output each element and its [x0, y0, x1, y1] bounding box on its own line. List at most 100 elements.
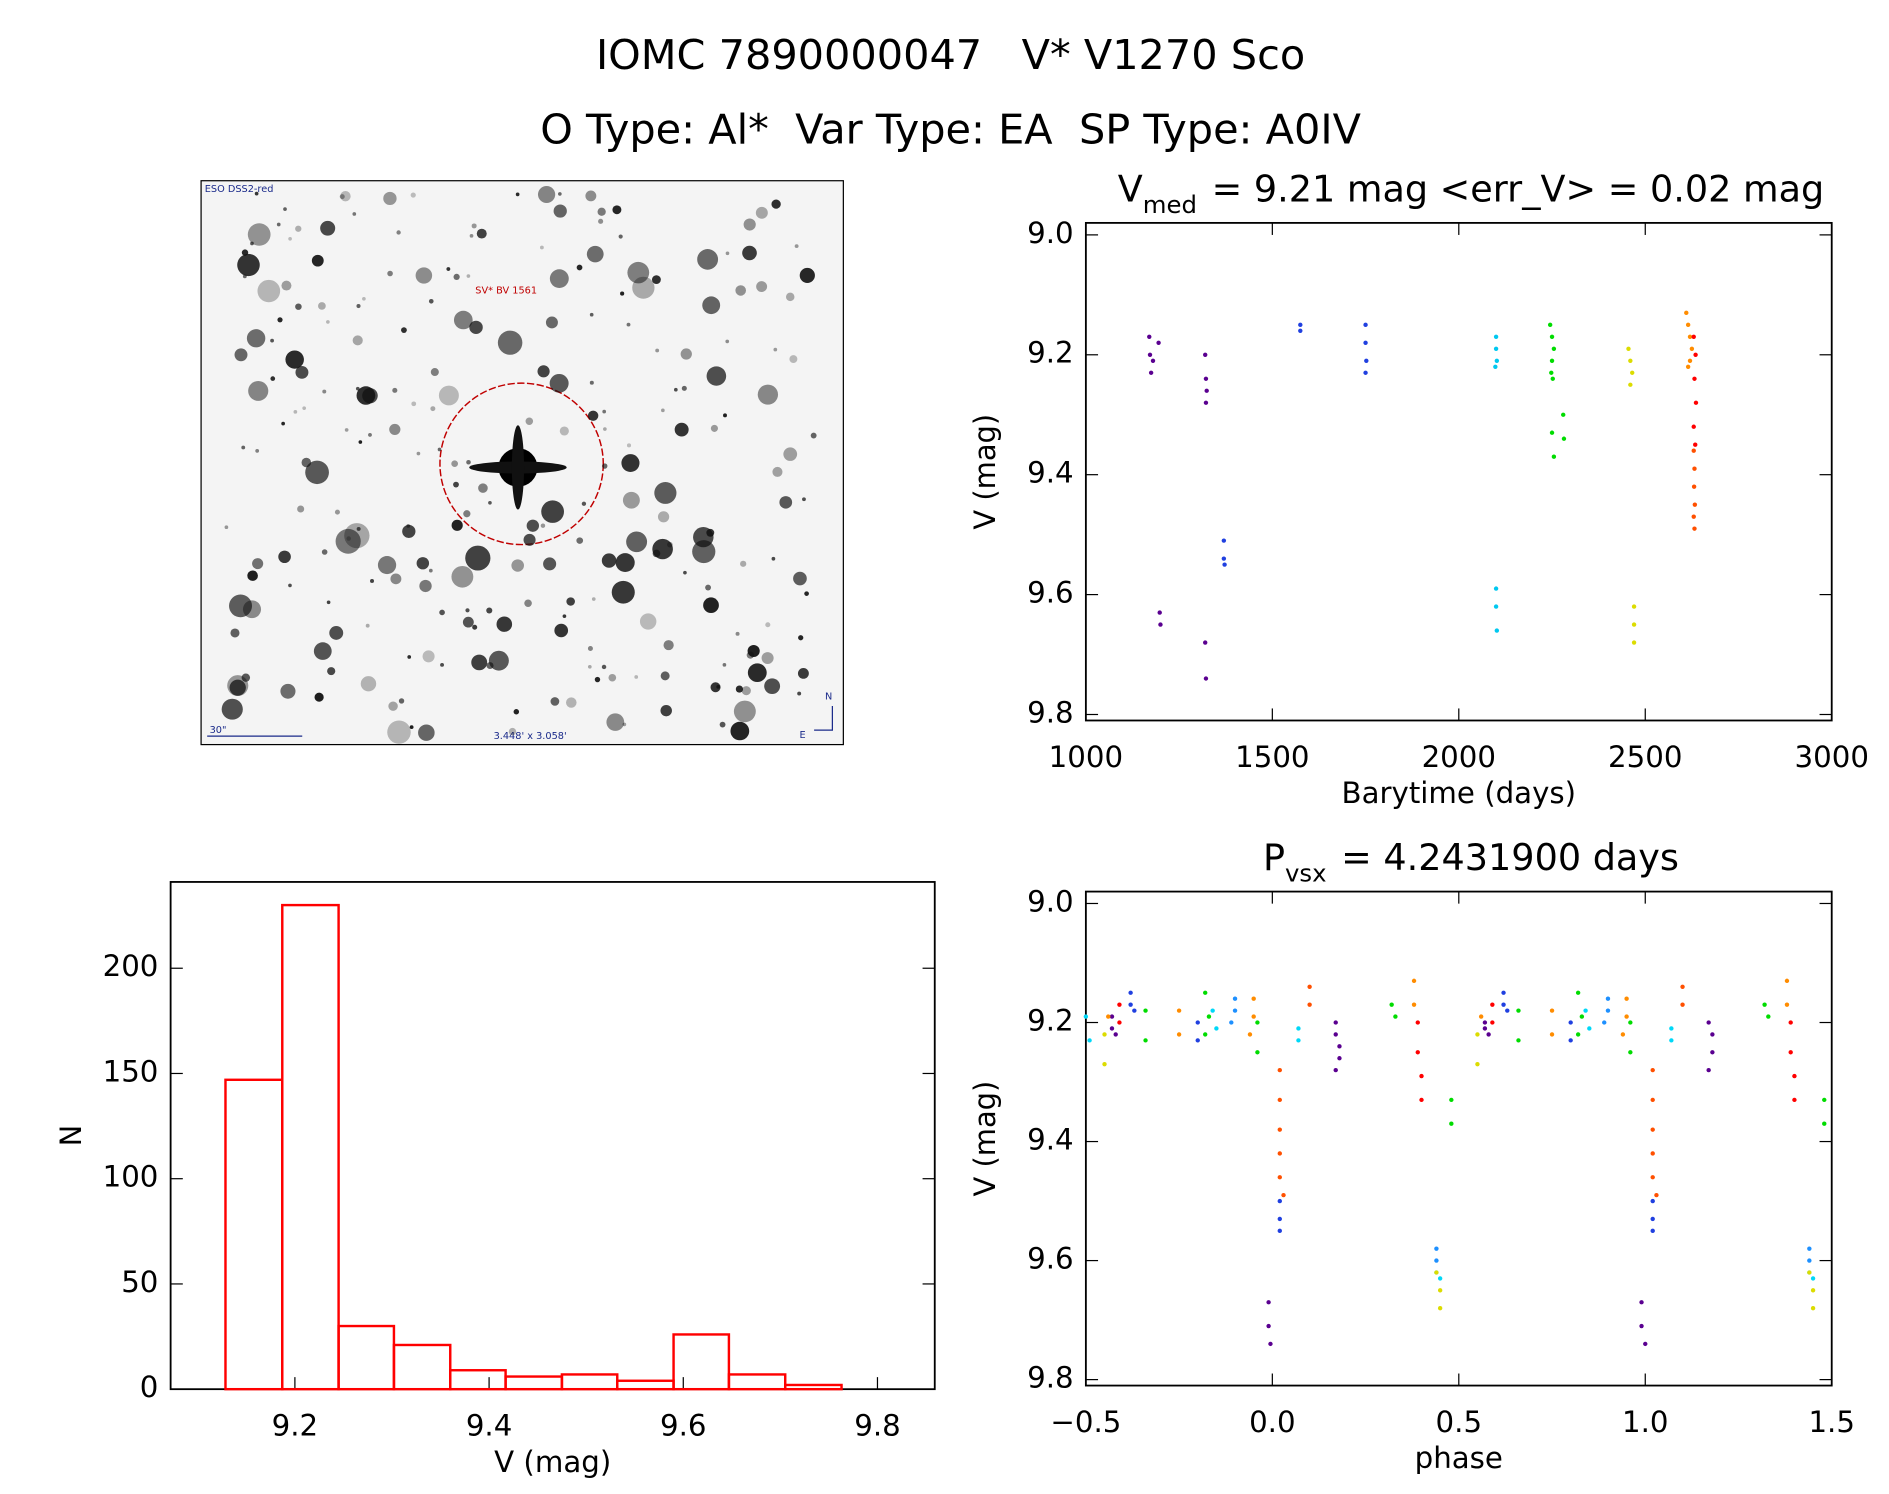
star	[779, 496, 793, 509]
point	[1277, 1228, 1282, 1233]
point	[1214, 1026, 1219, 1031]
star	[486, 607, 493, 614]
point	[1255, 1020, 1260, 1025]
star	[771, 556, 776, 561]
star	[410, 192, 416, 198]
star	[794, 244, 799, 249]
star	[743, 218, 756, 231]
star	[697, 249, 719, 270]
star	[615, 553, 635, 573]
star	[478, 483, 488, 493]
point	[1102, 1062, 1107, 1067]
star	[553, 204, 567, 218]
star	[757, 384, 779, 405]
point	[1128, 990, 1133, 995]
point	[1277, 1216, 1282, 1222]
point	[1669, 1026, 1674, 1031]
point	[1337, 1044, 1342, 1049]
star	[352, 335, 363, 346]
star	[439, 609, 445, 616]
bar	[224, 1078, 284, 1391]
point	[1363, 370, 1368, 375]
star	[621, 454, 640, 472]
point	[1691, 334, 1696, 339]
star	[390, 573, 402, 585]
point	[1766, 1014, 1771, 1019]
plot-frame	[1084, 890, 1833, 1387]
star	[321, 549, 328, 555]
point	[1624, 996, 1629, 1001]
point	[1232, 996, 1238, 1001]
star	[667, 541, 673, 548]
point	[1549, 1032, 1555, 1037]
star	[278, 550, 291, 564]
point	[1550, 376, 1555, 381]
star	[418, 724, 435, 741]
star	[237, 253, 260, 277]
star	[559, 426, 569, 436]
point	[1419, 1097, 1424, 1103]
star	[430, 368, 439, 377]
point	[1691, 424, 1696, 429]
point	[1680, 984, 1685, 989]
point	[1482, 1020, 1488, 1025]
star	[602, 463, 608, 469]
point	[1691, 514, 1696, 519]
point	[1251, 1014, 1256, 1019]
star	[710, 682, 721, 693]
star	[611, 580, 635, 604]
point	[1117, 1002, 1122, 1007]
star	[283, 207, 287, 211]
star	[295, 365, 309, 379]
y-tick-label: 50	[121, 1265, 158, 1299]
star	[398, 698, 405, 704]
star	[288, 236, 292, 241]
y-tick-label: 9.2	[1027, 336, 1074, 370]
point	[1158, 622, 1163, 627]
point	[1363, 340, 1368, 345]
point	[1296, 1038, 1301, 1043]
title-main: P	[1263, 836, 1285, 879]
point	[1221, 538, 1227, 543]
point	[1650, 1216, 1655, 1222]
star	[365, 623, 370, 628]
point	[1650, 1198, 1655, 1204]
point	[1232, 1008, 1238, 1013]
point	[1807, 1246, 1812, 1251]
point	[1493, 334, 1499, 339]
star	[515, 192, 520, 197]
star	[340, 191, 351, 202]
star	[719, 721, 726, 728]
star	[254, 191, 259, 196]
point	[1277, 1175, 1282, 1180]
star	[313, 642, 332, 660]
star	[562, 614, 567, 618]
star	[594, 676, 601, 683]
point	[1490, 1002, 1495, 1007]
star	[486, 662, 494, 670]
figure-title: IOMC 7890000047 V* V1270 Sco	[596, 31, 1305, 79]
star	[255, 449, 260, 453]
title-sub: vsx	[1285, 860, 1327, 888]
star	[411, 401, 417, 407]
star	[462, 616, 474, 628]
point	[1247, 1032, 1253, 1037]
star	[497, 330, 523, 355]
star	[469, 234, 474, 238]
star	[725, 339, 730, 344]
star	[252, 558, 264, 570]
star	[416, 557, 430, 570]
point	[1132, 1008, 1137, 1013]
star	[602, 409, 607, 414]
star	[409, 725, 414, 729]
point	[1692, 526, 1697, 531]
point	[1437, 1306, 1443, 1311]
star	[587, 410, 599, 421]
point	[1195, 1038, 1200, 1043]
chart-title: Vmed = 9.21 mag <err_V> = 0.02 mag	[1118, 168, 1824, 219]
star	[320, 220, 336, 236]
star	[622, 491, 640, 509]
panel: −0.5 0.0 0.5 1.0 1.5 9.0 9.2 9.4 9.6 9.8 phase V (m…	[968, 836, 1855, 1475]
star	[802, 497, 806, 502]
star	[608, 673, 617, 682]
